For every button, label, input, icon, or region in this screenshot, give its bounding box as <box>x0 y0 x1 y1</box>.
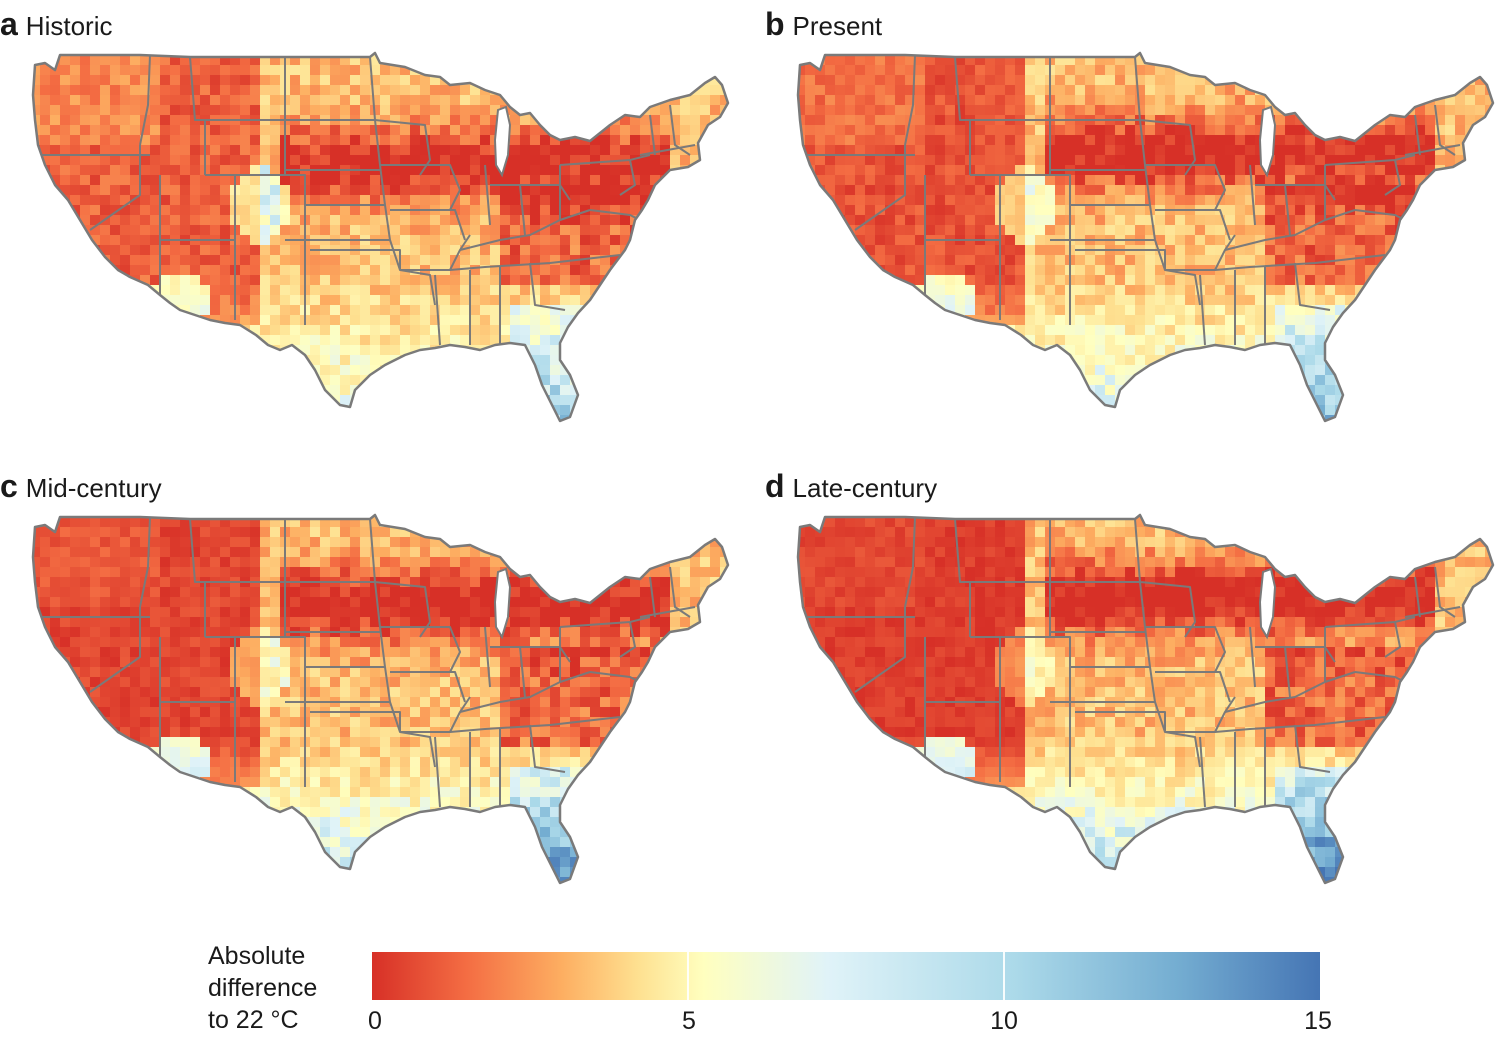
panel-heading: d Late-century <box>765 468 937 506</box>
colorbar-tick-label: 0 <box>368 1007 382 1035</box>
legend-title-line: difference <box>208 974 318 1002</box>
state-borders <box>800 54 1461 346</box>
colorbar-tick-label: 10 <box>990 1007 1018 1035</box>
legend-title-line: Absolute <box>208 942 306 970</box>
us-map <box>31 51 730 423</box>
us-map <box>796 51 1495 423</box>
panel-letter: a <box>0 6 18 42</box>
map-panel-present: b Present <box>765 0 1505 460</box>
panel-title: Historic <box>25 11 113 41</box>
colorbar-legend: Absolute difference to 22 °C 0 5 10 15 <box>0 940 1505 1039</box>
state-borders <box>35 516 696 808</box>
map-panel-late-century: d Late-century <box>765 462 1505 922</box>
colorbar-tick-label: 15 <box>1304 1007 1332 1035</box>
colorbar-tick <box>1003 952 1005 1000</box>
us-map <box>796 513 1495 885</box>
panel-letter: b <box>765 6 785 42</box>
lake-michigan <box>493 105 512 178</box>
temperature-raster <box>33 53 728 421</box>
legend-title-line: to 22 °C <box>208 1006 299 1034</box>
country-outline <box>31 513 730 885</box>
lake-michigan <box>1258 105 1277 178</box>
legend-title: Absolute difference to 22 °C <box>208 940 368 1036</box>
map-panel-mid-century: c Mid-century <box>0 462 740 922</box>
panel-heading: c Mid-century <box>0 468 162 506</box>
panel-letter: d <box>765 468 785 504</box>
panel-heading: a Historic <box>0 6 112 44</box>
temperature-raster <box>33 515 728 883</box>
state-borders <box>35 54 696 346</box>
panel-heading: b Present <box>765 6 882 44</box>
lake-michigan <box>493 567 512 640</box>
panel-title: Mid-century <box>25 473 162 503</box>
us-map <box>31 513 730 885</box>
panel-title: Present <box>792 11 883 41</box>
panel-title: Late-century <box>792 473 938 503</box>
map-panel-historic: a Historic <box>0 0 740 460</box>
temperature-raster <box>798 515 1493 883</box>
colorbar-gradient <box>372 952 1320 1000</box>
lake-michigan <box>1258 567 1277 640</box>
country-outline <box>796 513 1495 885</box>
country-outline <box>31 51 730 423</box>
colorbar-tick <box>687 952 689 1000</box>
colorbar-tick-label: 5 <box>682 1007 696 1035</box>
panel-letter: c <box>0 468 18 504</box>
temperature-raster <box>798 53 1493 421</box>
country-outline <box>796 51 1495 423</box>
state-borders <box>800 516 1461 808</box>
